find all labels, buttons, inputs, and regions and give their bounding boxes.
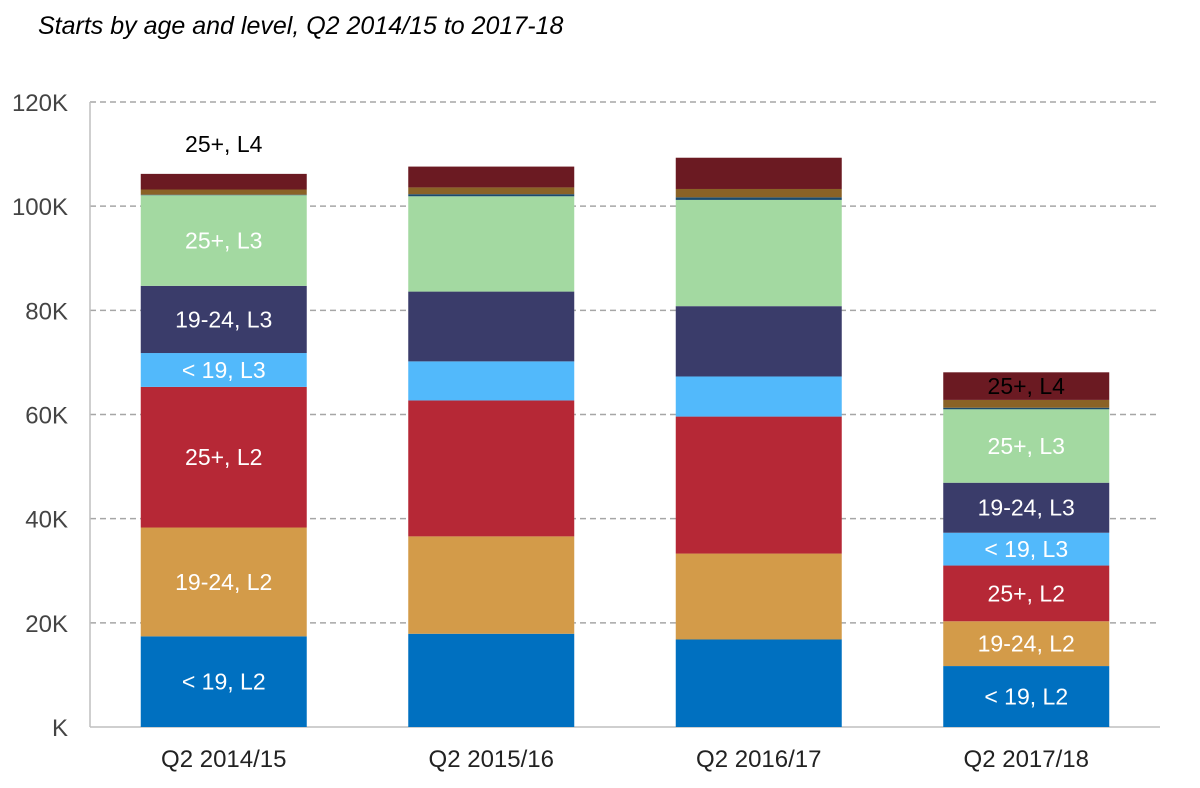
segment-label: 25+, L4 [988, 373, 1066, 399]
bar-segment [408, 166, 575, 188]
bar-segment [408, 194, 575, 197]
bar-segment [408, 361, 575, 401]
bar-segment [943, 482, 1110, 533]
bar-segment [675, 199, 842, 307]
bar-segment [140, 194, 307, 196]
segment-label: < 19, L2 [182, 669, 266, 695]
x-tick-label: Q2 2016/17 [696, 746, 821, 773]
x-axis: Q2 2014/15 Q2 2015/16 Q2 2016/17 Q2 2017/18 [161, 746, 1089, 773]
x-tick-label: Q2 2017/18 [964, 746, 1089, 773]
bar-segment [140, 285, 307, 354]
bar-segment [675, 197, 842, 200]
segment-label: 25+, L2 [185, 444, 262, 470]
bar-segment [943, 532, 1110, 566]
segment-label: < 19, L3 [984, 536, 1068, 562]
segment-label: 25+, L2 [988, 580, 1065, 606]
annotation-label: 25+, L4 [185, 131, 263, 157]
bar-segment [140, 195, 307, 286]
y-tick-label: 40K [25, 507, 68, 534]
bar-segment [408, 291, 575, 362]
bar-segment [675, 416, 842, 554]
bar-segment [943, 409, 1110, 483]
bar-segment [408, 536, 575, 634]
bar-segment [675, 376, 842, 417]
bar-segment [675, 157, 842, 189]
segment-label: 25+, L3 [988, 433, 1065, 459]
x-tick-label: Q2 2014/15 [161, 746, 286, 773]
chart-title: Starts by age and level, Q2 2014/15 to 2… [38, 12, 564, 40]
bar-segment [675, 306, 842, 377]
segment-label: 19-24, L3 [175, 306, 272, 332]
segment-label: 25+, L3 [185, 228, 262, 254]
segment-label: 19-24, L2 [978, 631, 1075, 657]
x-tick-label: Q2 2015/16 [429, 746, 554, 773]
bar-segment [675, 553, 842, 640]
bar-segment [943, 372, 1110, 400]
data-labels: < 19, L2 19-24, L2 25+, L2 < 19, L3 19-24, L… [175, 131, 1075, 710]
y-tick-label: 120K [12, 90, 68, 117]
y-tick-label: 60K [25, 403, 68, 430]
y-tick-label: 80K [25, 298, 68, 325]
segment-label: 19-24, L2 [175, 569, 272, 595]
bar-segment [675, 639, 842, 727]
bar-segment [140, 386, 307, 528]
bar-segment [408, 400, 575, 537]
y-tick-label: 20K [25, 611, 68, 638]
bars [140, 157, 1110, 727]
y-tick-label: 100K [12, 194, 68, 221]
bar-segment [943, 407, 1110, 410]
bar-segment [140, 527, 307, 637]
bar-segment [408, 196, 575, 292]
segment-label: 19-24, L3 [978, 495, 1075, 521]
bar-segment [140, 636, 307, 727]
bar-segment [408, 633, 575, 727]
bar-segment [140, 189, 307, 195]
segment-label: < 19, L3 [182, 357, 266, 383]
y-tick-label: K [52, 715, 68, 742]
segment-label: < 19, L2 [984, 684, 1068, 710]
bar-segment [140, 353, 307, 387]
bar-segment [408, 187, 575, 195]
bar-segment [943, 399, 1110, 408]
bar-segment [675, 188, 842, 198]
bar-segment [943, 565, 1110, 622]
bar-segment [943, 666, 1110, 727]
bar-segment [943, 621, 1110, 667]
bar-segment [140, 173, 307, 190]
y-axis: K 20K 40K 60K 80K 100K 120K [12, 90, 1160, 742]
